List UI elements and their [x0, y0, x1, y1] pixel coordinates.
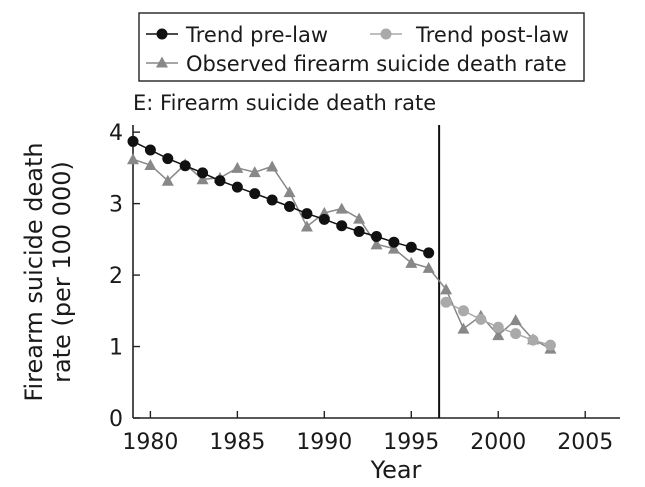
data-point	[457, 322, 470, 334]
data-point	[353, 212, 366, 224]
data-point	[353, 225, 365, 237]
y-axis-title-line1: Firearm suicide death	[20, 142, 48, 401]
data-point	[457, 305, 469, 317]
data-point	[231, 161, 244, 173]
x-axis-ticks: 1980 1985 1990 1995 2000 2005	[122, 411, 613, 455]
data-point	[249, 188, 261, 200]
y-axis-ticks: 0 1 2 3 4	[109, 121, 140, 432]
data-point	[492, 321, 504, 333]
legend-post-law-label: Trend post-law	[415, 23, 569, 47]
data-point	[492, 329, 505, 341]
x-tick-label: 2005	[557, 430, 613, 455]
data-point	[336, 220, 348, 232]
y-tick-label: 0	[109, 407, 123, 432]
data-point	[527, 334, 539, 346]
legend-observed-label: Observed firearm suicide death rate	[186, 52, 567, 76]
series-trend-post-law	[440, 296, 556, 351]
data-point	[388, 236, 400, 248]
series-layer	[127, 135, 557, 354]
data-point	[423, 247, 435, 259]
x-axis-title: Year	[370, 456, 422, 484]
data-point	[196, 173, 209, 185]
data-point	[300, 220, 313, 232]
data-point	[371, 230, 382, 242]
chart-title: E: Firearm suicide death rate	[133, 91, 436, 115]
x-tick-label: 1985	[209, 430, 265, 455]
y-tick-label: 1	[109, 336, 123, 361]
series-line	[132, 140, 429, 254]
data-point	[283, 186, 296, 198]
data-point	[335, 202, 348, 214]
series-trend-pre-law	[127, 135, 435, 259]
y-axis-title: Firearm suicide death rate (per 100 000)	[20, 142, 76, 401]
data-point	[509, 314, 522, 326]
data-point	[266, 160, 279, 172]
data-point	[301, 208, 313, 220]
data-point	[544, 339, 556, 351]
y-tick-label: 2	[109, 264, 123, 289]
data-point	[510, 328, 522, 340]
series-line	[132, 158, 551, 350]
data-point	[214, 175, 226, 187]
data-point	[144, 144, 156, 156]
data-point	[197, 167, 209, 179]
data-point	[440, 296, 452, 308]
data-point	[284, 200, 296, 212]
x-tick-label: 1995	[383, 430, 439, 455]
legend-post-law-marker	[380, 28, 392, 40]
data-point	[144, 159, 157, 171]
data-point	[475, 313, 487, 325]
y-tick-label: 3	[109, 193, 123, 218]
legend: Trend pre-law Trend post-law Observed fi…	[138, 12, 585, 82]
data-point	[405, 256, 418, 268]
data-point	[370, 238, 383, 250]
data-point	[266, 194, 278, 206]
data-point	[422, 261, 435, 273]
data-point	[248, 166, 261, 178]
data-point	[179, 160, 191, 172]
data-point	[162, 153, 174, 165]
y-tick-label: 4	[109, 121, 123, 146]
legend-observed-marker	[156, 56, 168, 68]
data-point	[127, 135, 139, 147]
y-axis-title-line2: rate (per 100 000)	[48, 161, 76, 383]
data-point	[127, 153, 139, 165]
data-point	[318, 213, 330, 225]
data-point	[440, 283, 453, 295]
x-tick-label: 1980	[122, 430, 178, 455]
data-point	[405, 241, 417, 253]
data-point	[387, 242, 400, 254]
legend-pre-law-label: Trend pre-law	[185, 23, 328, 47]
data-point	[161, 174, 174, 186]
data-point	[231, 181, 243, 193]
x-tick-label: 2000	[470, 430, 526, 455]
x-tick-label: 1990	[296, 430, 352, 455]
legend-pre-law-marker	[156, 28, 168, 40]
legend-box	[138, 12, 585, 82]
